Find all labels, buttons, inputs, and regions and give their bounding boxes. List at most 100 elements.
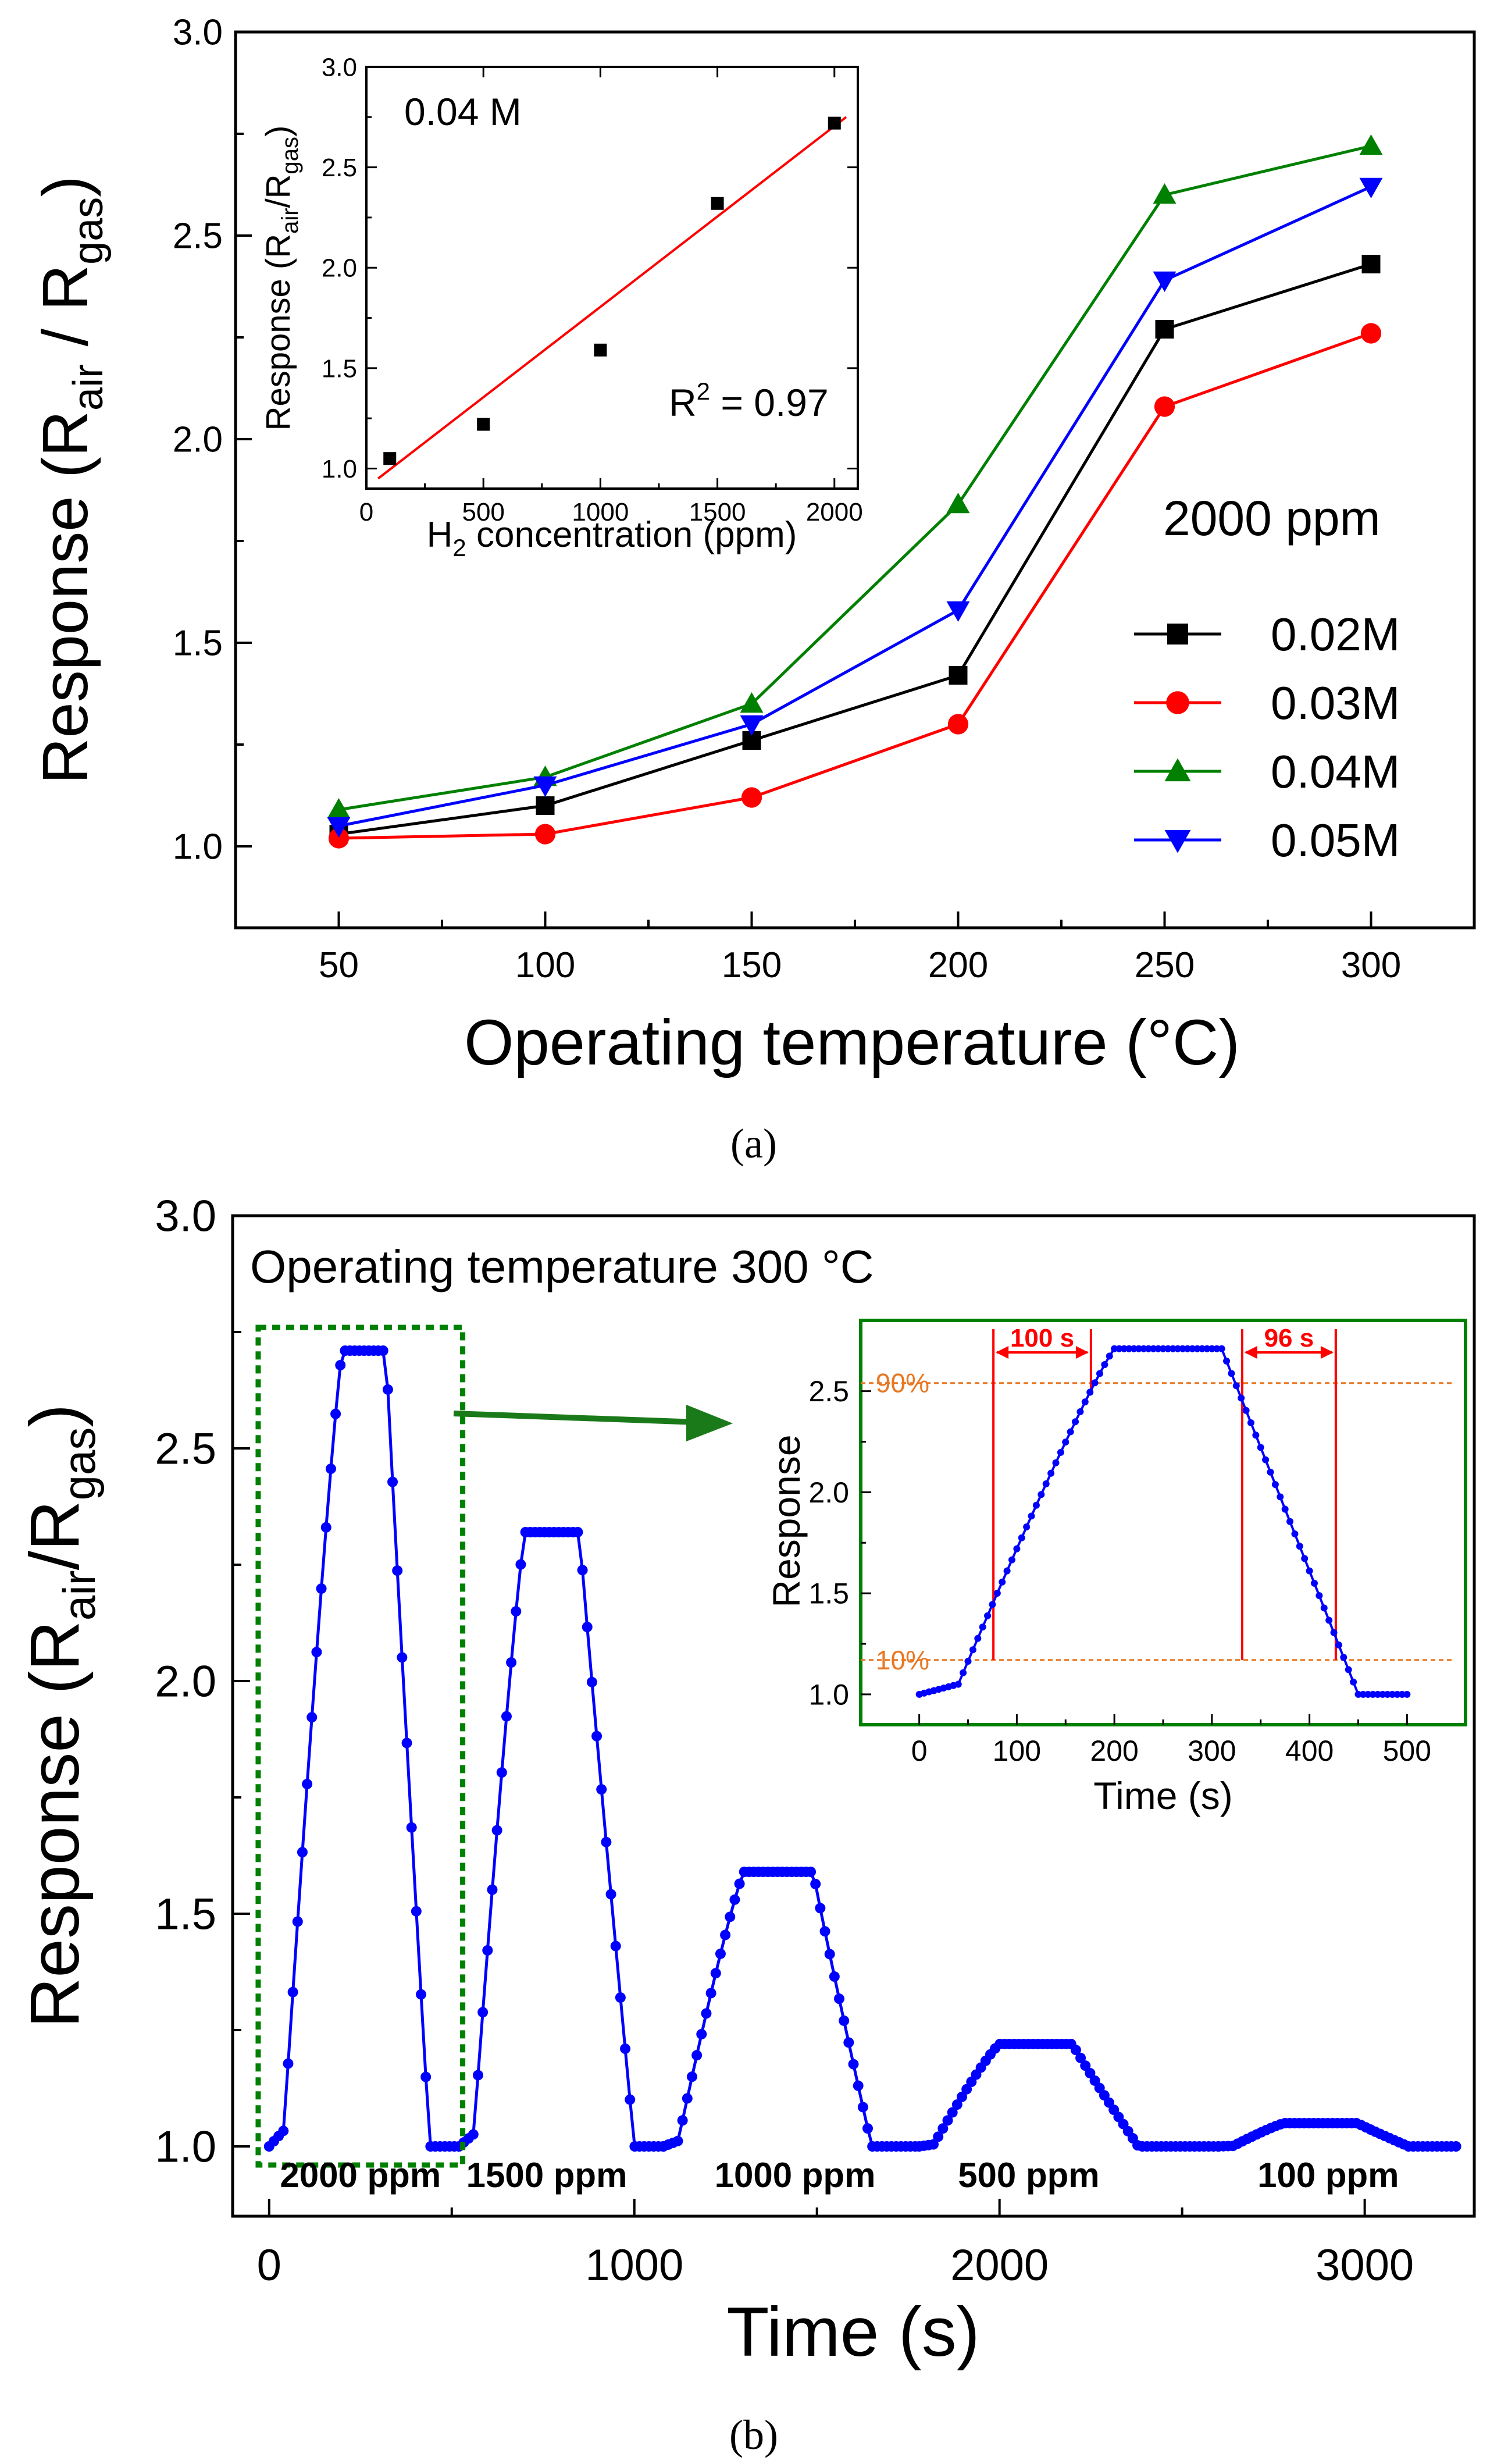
y-tick-label: 2.0 (173, 420, 223, 460)
response-point (862, 2123, 873, 2134)
data-point-0.05M (1359, 177, 1383, 198)
data-point-0.05M (533, 776, 557, 797)
legend-label-0.03M: 0.03M (1271, 677, 1400, 729)
inset-response-point (1384, 1690, 1391, 1698)
response-point (320, 1522, 331, 1533)
inset-response-point (1115, 1345, 1123, 1352)
response-point (316, 1583, 327, 1594)
x-tick-label: 200 (1090, 1735, 1138, 1767)
inset-response-point (1062, 1438, 1069, 1446)
series-line-0.05M (338, 185, 1372, 828)
concentration-label: 100 ppm (1257, 2156, 1399, 2195)
inset-response-point (1164, 1345, 1172, 1352)
response-point (382, 1384, 393, 1395)
y-tick-label: 1.0 (173, 827, 223, 867)
inset-response-point (1374, 1690, 1382, 1698)
data-point-0.04M (740, 692, 764, 713)
response-point (397, 1652, 408, 1663)
inset-response-point (1013, 1545, 1021, 1553)
inset-response-point (1393, 1690, 1401, 1698)
response-point (491, 1825, 502, 1836)
inset-response-point (1008, 1556, 1015, 1564)
inset-response-point (974, 1635, 982, 1642)
response-point (843, 2037, 854, 2048)
data-point-0.02M (1361, 255, 1381, 273)
response-point (677, 2115, 688, 2126)
inset-response-point (1403, 1690, 1411, 1698)
x-tick-label: 250 (1135, 945, 1195, 985)
response-point (715, 1948, 726, 1959)
data-point-0.05M (1153, 271, 1177, 292)
inset-response-point (1359, 1690, 1367, 1698)
legend-marker-0.05M (1164, 829, 1191, 853)
response-point (330, 1408, 341, 1419)
y-tick-label: 1.5 (173, 624, 223, 664)
time-arrow-head (1075, 1346, 1089, 1359)
inset-response-point (1120, 1345, 1128, 1352)
inset-response-point (1042, 1480, 1050, 1487)
inset-response-point (969, 1646, 976, 1654)
inset-response-point (1130, 1345, 1138, 1352)
inset-response-point (1267, 1468, 1274, 1476)
response-point (691, 2050, 703, 2061)
response-point (572, 1527, 583, 1537)
y-tick-label: 1.0 (155, 2123, 216, 2172)
inset-response-point (984, 1612, 992, 1619)
response-point (283, 2058, 294, 2069)
response-point (937, 2123, 949, 2134)
response-point (401, 1737, 412, 1749)
inset-response-point (1296, 1543, 1303, 1550)
response-point (482, 1945, 493, 1956)
data-point-0.03M (534, 824, 556, 845)
inset-response-point (1335, 1641, 1342, 1648)
response-point (511, 1606, 522, 1617)
y-tick-label: 1.5 (322, 354, 357, 383)
inset-response-point (1032, 1501, 1040, 1509)
time-label: 96 s (1264, 1324, 1314, 1352)
y-tick-label: 2.0 (808, 1476, 849, 1509)
response-point (805, 1867, 817, 1877)
response-point (942, 2115, 953, 2126)
response-point (586, 1676, 597, 1687)
inset-response-point (1140, 1345, 1147, 1352)
response-point (297, 1847, 308, 1858)
inset-response-point (964, 1657, 972, 1665)
x-tick-label: 300 (1341, 945, 1401, 985)
data-point-0.03M (1360, 323, 1382, 344)
response-point (472, 2070, 483, 2081)
response-point (951, 2099, 962, 2110)
data-point-0.05M (327, 817, 351, 838)
series-line-0.03M (338, 332, 1372, 840)
chart-b-inset: 0 100 200 300 400 500 1.0 1.5 2.0 2.5 90% 10% 100 s… (765, 1319, 1467, 1817)
data-point-0.03M (1154, 396, 1175, 417)
x-tick-label: 50 (319, 945, 359, 985)
concentration-label: 500 ppm (958, 2156, 1099, 2195)
inset-response-point (989, 1601, 996, 1608)
inset-response-point (1086, 1388, 1094, 1396)
inset-response-point (1228, 1370, 1235, 1377)
data-point-0.04M (946, 493, 970, 514)
response-point (815, 1903, 826, 1914)
inset-b-x-axis-label: Time (s) (1093, 1774, 1233, 1817)
inset-response-point (1052, 1459, 1060, 1466)
response-point (705, 1988, 716, 1999)
inset-response-point (1345, 1666, 1352, 1673)
inset-response-point (1242, 1407, 1250, 1414)
inset-response-point (1179, 1345, 1186, 1352)
chart-a-x-axis-label: Operating temperature (°C) (464, 1007, 1240, 1078)
time-arrow-head (1244, 1346, 1257, 1359)
x-tick-label: 0 (257, 2241, 281, 2290)
inset-response-point (1023, 1523, 1031, 1530)
legend-title: 2000 ppm (1163, 491, 1381, 546)
inset-response-point (1247, 1419, 1254, 1426)
response-point (720, 1929, 731, 1940)
response-point (615, 1992, 626, 2003)
response-point (1070, 2045, 1081, 2056)
legend-marker-0.02M (1167, 624, 1188, 645)
threshold-label: 10% (876, 1645, 929, 1675)
threshold-label: 90% (876, 1368, 929, 1398)
chart-a-inset: 0 500 1000 1500 2000 1.0 1.5 2.0 2.5 3.0 0.04 M R… (259, 53, 863, 561)
data-point-0.02M (536, 796, 555, 815)
x-tick-label: 400 (1285, 1735, 1334, 1767)
